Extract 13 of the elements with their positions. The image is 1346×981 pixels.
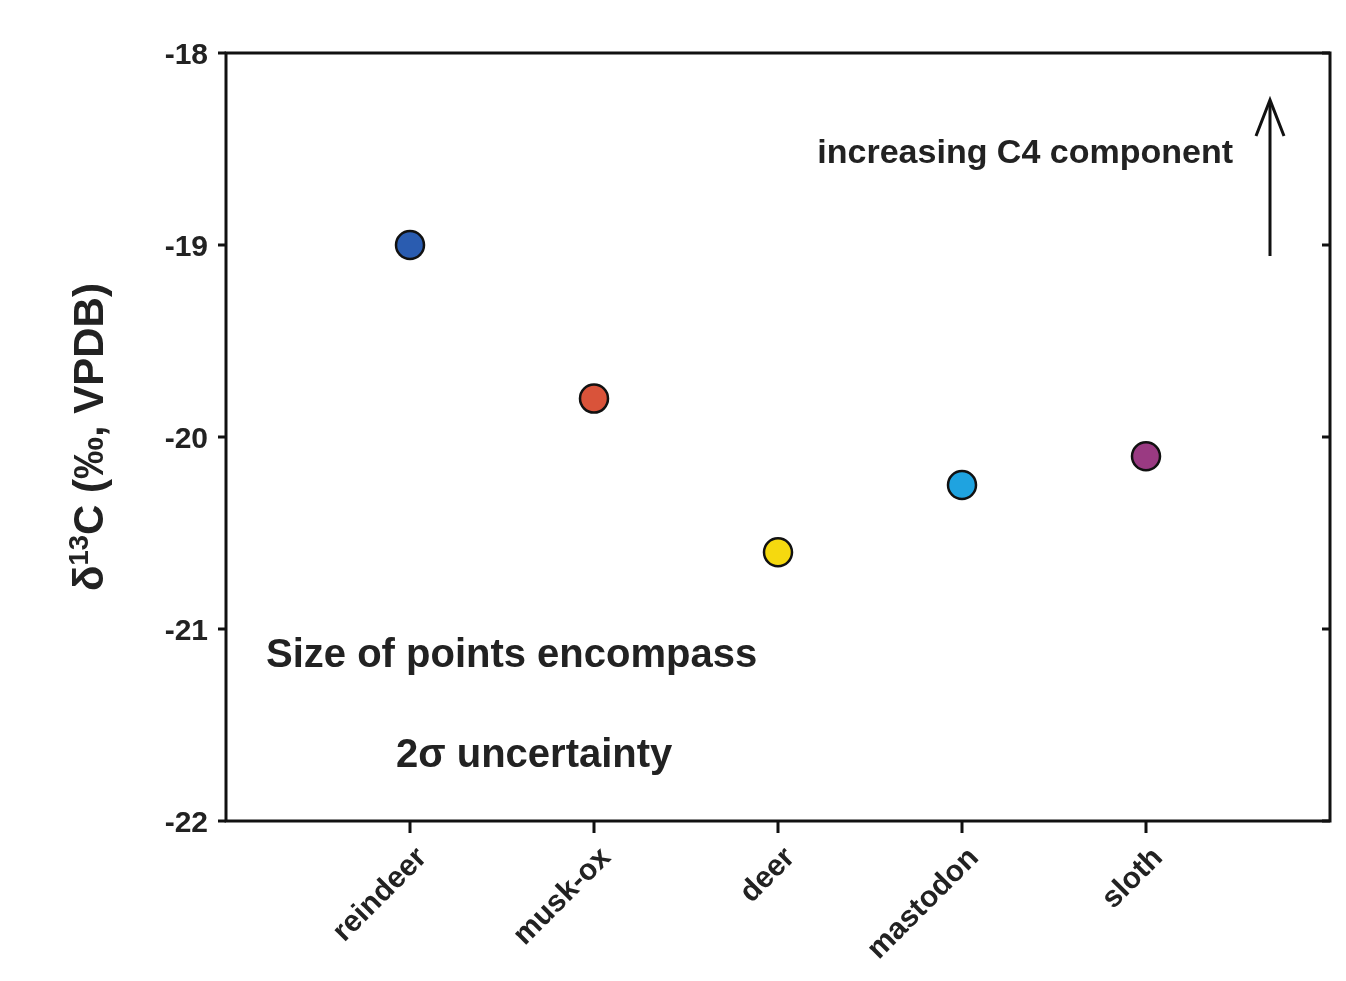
annotation: increasing C4 component	[817, 131, 1233, 170]
y-tick-label: -22	[164, 804, 208, 838]
point	[762, 536, 794, 568]
point	[394, 229, 426, 261]
y-tick-label: -19	[164, 228, 208, 262]
point	[946, 469, 978, 501]
y-tick-label: -21	[164, 612, 208, 646]
point	[1130, 440, 1162, 472]
y-tick-label: -20	[164, 420, 208, 454]
annotation: 2σ uncertainty	[396, 731, 674, 775]
y-tick-label: -18	[164, 36, 208, 70]
annotation: Size of points encompass	[266, 631, 758, 675]
point	[578, 383, 610, 414]
